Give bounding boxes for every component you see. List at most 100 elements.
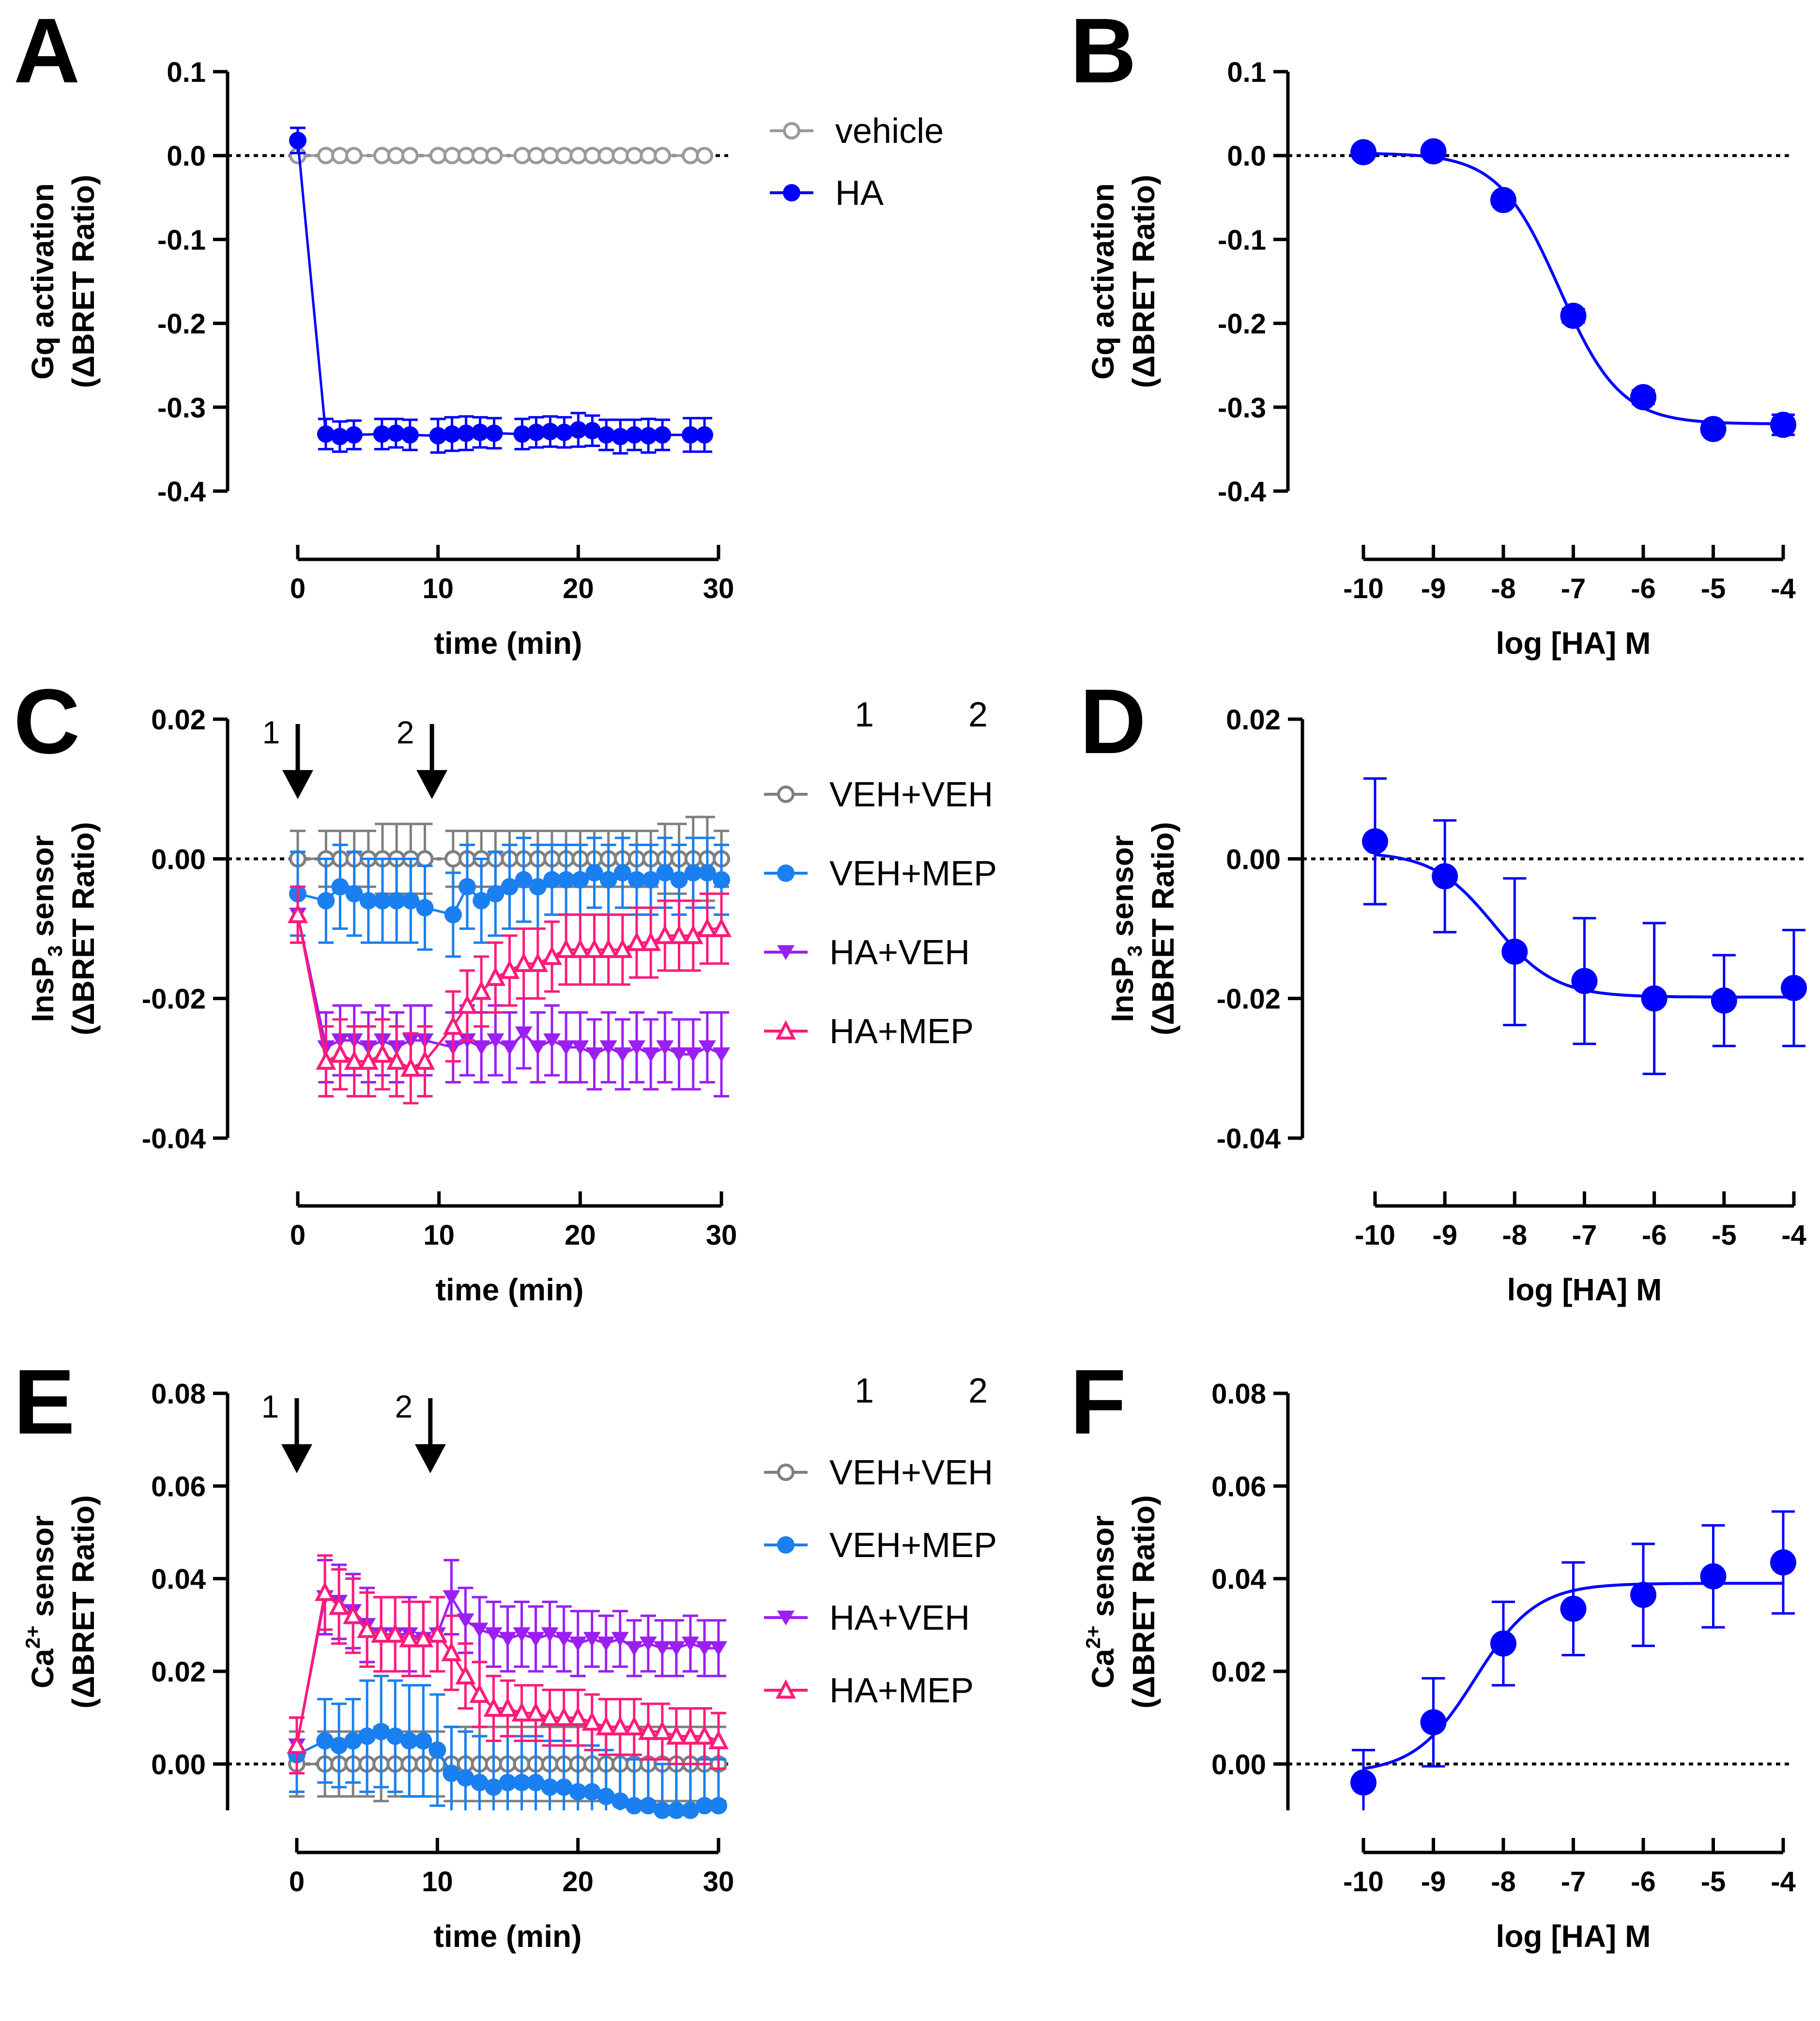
data-point [317,147,335,165]
data-point [473,892,490,910]
data-point [625,1797,643,1815]
data-point [684,1047,702,1063]
data-point [626,426,643,444]
x-tick-label: -7 [1561,1866,1586,1898]
series-ha [1350,1510,1796,1810]
data-point [612,939,633,958]
data-point [597,1636,615,1651]
y-tick-label: -0.2 [1218,309,1266,340]
data-point [556,939,577,958]
data-point [485,966,506,986]
data-point [711,917,732,937]
legend-marker [776,1679,796,1699]
y-tick-label: 0.00 [1226,844,1281,875]
y-tick-label: 0.02 [151,1656,206,1688]
data-point [1350,1769,1376,1796]
legend-label: vehicle [835,112,944,151]
data-point [628,871,645,889]
data-point [611,1792,629,1810]
data-point [696,147,714,165]
x-axis-label: time (min) [436,1272,584,1307]
y-tick-label: -0.3 [1218,392,1266,424]
x-tick-label: 10 [423,1219,455,1251]
data-point [443,147,461,165]
data-point [487,1033,505,1049]
y-axis-label: Ca2+ sensor (ΔBRET Ratio) [1082,1495,1161,1709]
data-point [386,1727,404,1745]
injection-arrowhead [282,770,313,799]
legend-marker [776,1020,796,1040]
data-point [1490,1630,1516,1657]
data-point [694,1725,715,1745]
data-point [513,952,534,972]
data-point [612,428,629,446]
data-point [358,1050,379,1070]
data-point [681,1636,699,1651]
y-tick-label: -0.04 [1217,1123,1281,1155]
data-point [1781,975,1807,1002]
data-point [515,871,533,889]
injection-arrowhead [416,770,448,799]
data-point [487,885,505,903]
data-point [471,423,489,441]
y-tick-label: 0.06 [151,1471,206,1502]
panel-letter: F [1070,1351,1126,1453]
y-tick-label: -0.04 [142,1123,206,1155]
data-point [513,147,531,165]
x-tick-label: 20 [563,573,594,604]
data-point [625,1641,643,1656]
y-tick-label: 0.0 [1227,140,1266,172]
x-tick-label: 10 [422,1866,453,1898]
data-point [655,925,675,944]
data-point [385,1623,406,1643]
panel-A: A 0.1 0.0 -0.1 -0.2 -0.3 -0.4 0 10 20 30 time (min)… [14,0,944,661]
legend-label: VEH+VEH [829,775,993,814]
data-point [583,422,601,440]
data-point [527,147,545,165]
data-point [571,871,589,889]
data-point [656,1040,674,1055]
data-point [316,1050,336,1070]
data-point [388,892,406,910]
data-point [427,1623,448,1643]
data-point [639,1797,657,1815]
y-tick-label: -0.2 [157,309,206,340]
x-tick-label: -5 [1701,573,1726,604]
panel-letter: D [1080,670,1146,773]
data-point [1560,1595,1587,1622]
data-point [555,1778,573,1796]
data-point [683,925,704,944]
data-point [708,1729,729,1749]
data-point [357,1619,378,1638]
y-tick-label: 0.1 [1227,57,1266,88]
data-point [471,147,489,165]
x-tick-label: -8 [1491,1866,1516,1898]
data-point [567,1706,588,1727]
data-point [483,1697,504,1717]
data-point [585,864,603,882]
data-point [696,426,714,444]
data-point [541,147,559,165]
x-axis-label: log [HA] M [1507,1272,1662,1307]
y-tick-label: 0.00 [151,1749,206,1780]
data-point [329,1595,350,1615]
data-point [443,425,461,443]
x-tick-label: 30 [703,1866,734,1898]
data-point [541,1627,559,1642]
data-point [654,147,672,165]
data-point [455,1665,476,1684]
data-point [541,1778,559,1796]
legend-header: 1 [855,695,874,734]
data-point [682,426,700,444]
data-point [372,1043,393,1063]
data-point [612,147,629,165]
data-point [667,1802,685,1819]
legend-label: HA+MEP [829,1671,974,1710]
data-point [713,871,730,889]
panel-letter: B [1070,0,1136,102]
data-point [345,885,363,903]
y-tick-label: 0.0 [167,140,206,172]
data-point [1420,1709,1447,1736]
y-axis-label: Gq activation (ΔBRET Ratio) [25,175,101,388]
data-point [331,147,349,165]
